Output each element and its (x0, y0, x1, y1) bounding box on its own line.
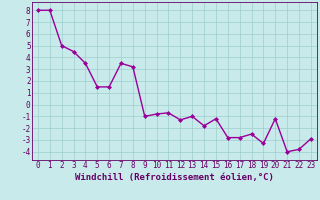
X-axis label: Windchill (Refroidissement éolien,°C): Windchill (Refroidissement éolien,°C) (75, 173, 274, 182)
